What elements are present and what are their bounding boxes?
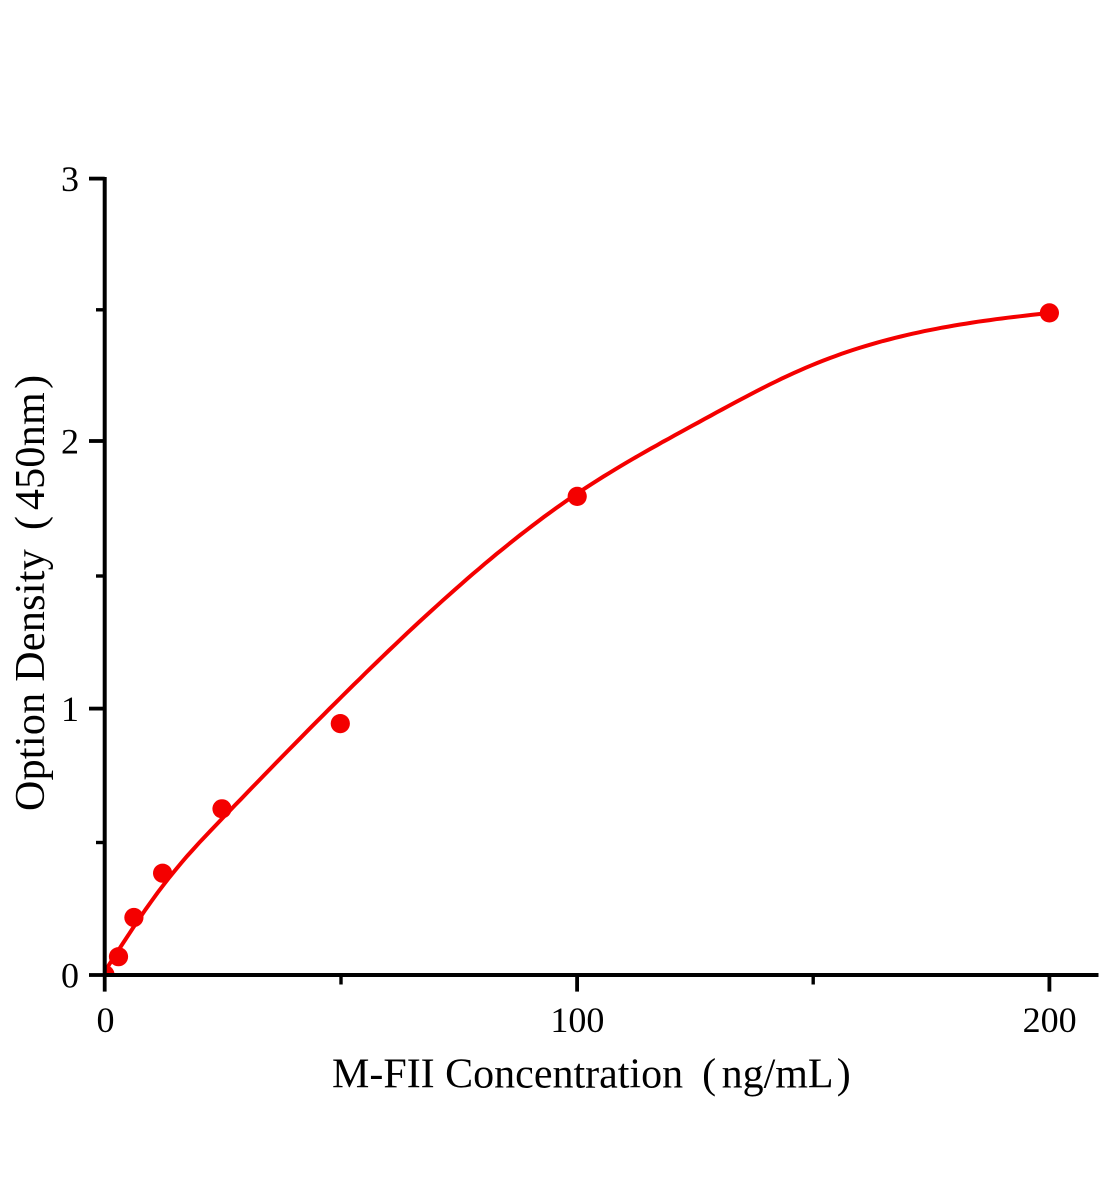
svg-text:0: 0 xyxy=(97,1000,115,1040)
svg-text:0: 0 xyxy=(61,955,79,995)
svg-text:M-FII Concentration(ng/mL): M-FII Concentration(ng/mL) xyxy=(332,1051,851,1097)
svg-text:3: 3 xyxy=(61,159,79,199)
svg-text:2: 2 xyxy=(61,421,79,461)
svg-text:Option Density(450nm): Option Density(450nm) xyxy=(8,375,54,811)
svg-text:200: 200 xyxy=(1023,1000,1077,1040)
svg-text:100: 100 xyxy=(550,1000,604,1040)
svg-text:1: 1 xyxy=(61,689,79,729)
